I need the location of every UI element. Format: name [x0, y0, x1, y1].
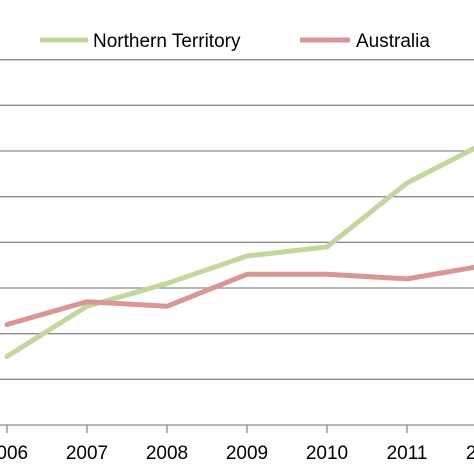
x-tick-label: 2010 [306, 443, 348, 464]
series-line-northern-territory [4, 145, 474, 359]
legend-label-australia: Australia [356, 31, 430, 52]
legend-label-northern-territory: Northern Territory [93, 31, 241, 52]
x-tick-labels: 2006 2007 2008 2009 2010 2011 2012 [0, 425, 474, 464]
x-tick-label: 2011 [387, 443, 428, 464]
gridlines [0, 59, 474, 380]
series-line-australia [4, 264, 474, 328]
x-tick-label: 2009 [226, 443, 268, 464]
x-tick-label: 2006 [0, 443, 28, 464]
legend: Northern Territory Australia [40, 31, 430, 52]
x-tick-label: 2007 [66, 443, 108, 464]
x-tick-label: 2008 [146, 443, 188, 464]
x-tick-label: 2012 [466, 443, 474, 464]
series-lines [4, 145, 474, 359]
